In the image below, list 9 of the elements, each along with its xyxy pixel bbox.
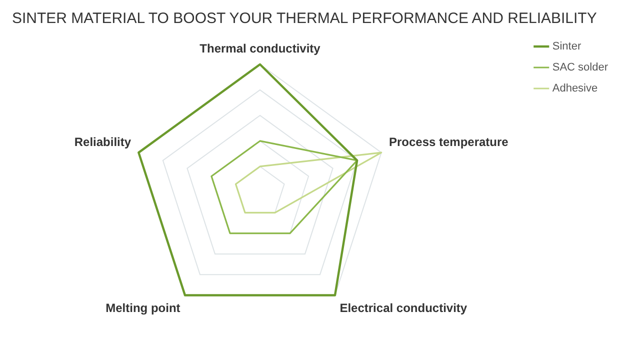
- chart-title: SINTER MATERIAL TO BOOST YOUR THERMAL PERFORMANCE AND RELIABILITY: [11, 9, 598, 29]
- spoke-label: Thermal conductivity: [200, 42, 321, 56]
- spoke-label: Melting point: [106, 301, 180, 316]
- spoke-label: Reliability: [74, 135, 132, 150]
- legend-label: Sinter: [552, 40, 582, 53]
- spoke-label: Process temperature: [388, 135, 509, 150]
- spoke-label: Electrical conductivity: [340, 301, 468, 316]
- legend-label: Adhesive: [552, 82, 598, 95]
- legend-label: SAC solder: [552, 62, 608, 74]
